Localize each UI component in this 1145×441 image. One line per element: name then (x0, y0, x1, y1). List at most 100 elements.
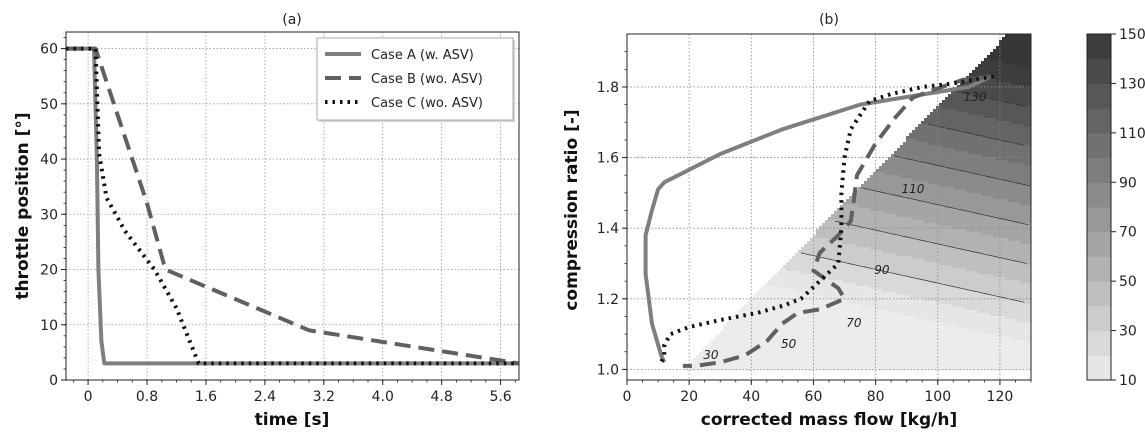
chart-b-contour-cell (900, 292, 904, 296)
chart-b-contour-cell (939, 139, 943, 143)
chart-b-contour-cell (876, 319, 880, 323)
chart-b-contour-cell (945, 334, 949, 338)
chart-b-contour-cell (927, 121, 931, 125)
chart-b-contour-cell (888, 253, 892, 257)
chart-b-contour-cell (912, 316, 916, 320)
chart-b-contour-cell (936, 256, 940, 260)
chart-b-contour-cell (843, 352, 847, 356)
chart-b-contour-cell (930, 286, 934, 290)
chart-b-contour-cell (969, 139, 973, 143)
chart-b-contour-cell (789, 337, 793, 341)
chart-b-contour-cell (972, 79, 976, 83)
chart-b-contour-cell (747, 304, 751, 308)
chart-b-contour-cell (879, 193, 883, 197)
chart-b-contour-cell (780, 367, 784, 371)
chart-b-contour-cell (966, 118, 970, 122)
chart-b-contour-cell (936, 196, 940, 200)
chart-b-contour-cell (867, 256, 871, 260)
chart-b-contour-cell (861, 325, 865, 329)
chart-b-contour-cell (834, 274, 838, 278)
chart-b-contour-cell (957, 166, 961, 170)
chart-b-contour-cell (912, 349, 916, 353)
chart-b-contour-cell (903, 175, 907, 179)
chart-b-contour-cell (861, 292, 865, 296)
chart-b-contour-cell (906, 367, 910, 371)
chart-b-contour-cell (951, 319, 955, 323)
chart-b-contour-cell (903, 292, 907, 296)
chart-b-contour-cell (894, 325, 898, 329)
chart-b-contour-cell (924, 331, 928, 335)
chart-b-contour-cell (963, 361, 967, 365)
chart-b-contour-cell (942, 196, 946, 200)
chart-b-contour-cell (849, 268, 853, 272)
chart-b-contour-cell (849, 196, 853, 200)
chart-b-contour-cell (885, 355, 889, 359)
chart-b-contour-cell (849, 244, 853, 248)
chart-b-contour-cell (879, 259, 883, 263)
chart-b-contour-cell (825, 283, 829, 287)
chart-b-contour-cell (807, 265, 811, 269)
chart-b-contour-cell (897, 163, 901, 167)
chart-b-contour-cell (864, 205, 868, 209)
chart-b-contour-cell (756, 364, 760, 368)
chart-b-contour-cell (870, 220, 874, 224)
chart-b-contour-cell (828, 367, 832, 371)
chart-b-contour-cell (915, 175, 919, 179)
chart-b-contour-cell (969, 229, 973, 233)
chart-b-contour-cell (780, 292, 784, 296)
chart-b-contour-cell (768, 325, 772, 329)
chart-b-contour-cell (963, 220, 967, 224)
chart-b-contour-cell (957, 94, 961, 98)
chart-b-contour-cell (927, 217, 931, 221)
chart-a-xtick-label: 4.0 (372, 389, 394, 405)
chart-b-contour-cell (777, 280, 781, 284)
chart-b-contour-cell (918, 271, 922, 275)
chart-b-contour-cell (777, 331, 781, 335)
chart-b-contour-cell (945, 226, 949, 230)
chart-b-contour-cell (804, 265, 808, 269)
chart-b-contour-cell (951, 259, 955, 263)
chart-b-contour-cell (951, 145, 955, 149)
chart-b-contour-cell (840, 271, 844, 275)
chart-b-contour-cell (837, 295, 841, 299)
chart-b-contour-cell (738, 316, 742, 320)
chart-b-contour-cell (774, 292, 778, 296)
chart-b-contour-cell (966, 319, 970, 323)
chart-b-contour-cell (954, 184, 958, 188)
chart-b-contour-cell (894, 166, 898, 170)
chart-b-contour-cell (813, 340, 817, 344)
chart-b-contour-cell (939, 292, 943, 296)
chart-b-contour-cell (702, 349, 706, 353)
chart-b-contour-cell (867, 247, 871, 251)
chart-b-contour-cell (888, 217, 892, 221)
chart-b-contour-cell (861, 331, 865, 335)
chart-b-contour-cell (927, 202, 931, 206)
chart-b-contour-cell (888, 262, 892, 266)
chart-b-contour-cell (969, 232, 973, 236)
chart-b-contour-cell (756, 298, 760, 302)
chart-b-contour-cell (924, 130, 928, 134)
chart-b-contour-cell (885, 211, 889, 215)
chart-b-contour-cell (888, 256, 892, 260)
chart-b-contour-cell (894, 301, 898, 305)
chart-b-contour-cell (813, 313, 817, 317)
chart-b-contour-cell (945, 106, 949, 110)
chart-b-contour-cell (858, 313, 862, 317)
chart-b-contour-cell (723, 325, 727, 329)
chart-b-contour-cell (891, 160, 895, 164)
chart-b-contour-cell (912, 232, 916, 236)
chart-b-contour-cell (864, 214, 868, 218)
chart-b-contour-cell (816, 301, 820, 305)
chart-b-contour-cell (960, 346, 964, 350)
chart-b-contour-cell (873, 214, 877, 218)
chart-b-contour-cell (750, 322, 754, 326)
chart-b-contour-cell (798, 331, 802, 335)
chart-b-contour-cell (918, 346, 922, 350)
chart-b-contour-cell (951, 205, 955, 209)
chart-b-contour-cell (738, 361, 742, 365)
chart-b-contour-cell (738, 352, 742, 356)
chart-b-contour-cell (813, 334, 817, 338)
chart-b-contour-cell (852, 328, 856, 332)
chart-b-contour-cell (852, 277, 856, 281)
chart-b-contour-cell (810, 265, 814, 269)
